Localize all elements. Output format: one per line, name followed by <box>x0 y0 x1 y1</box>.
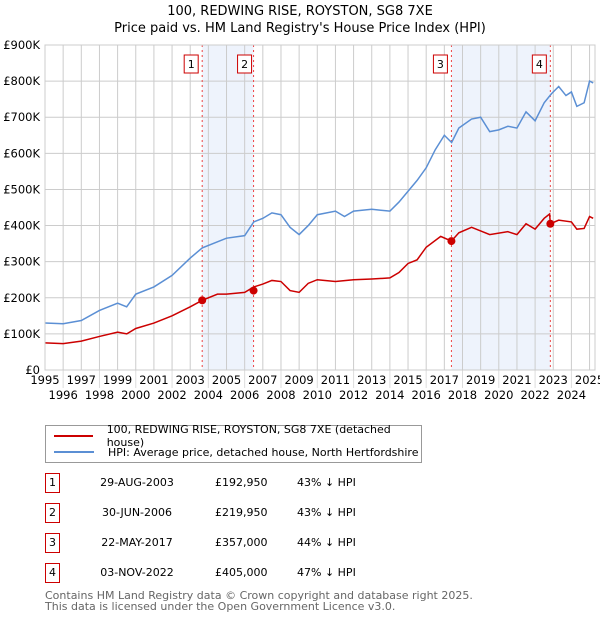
y-tick-label: £200K <box>3 291 40 305</box>
footer-copyright: Contains HM Land Registry data © Crown c… <box>45 589 473 602</box>
sale-price: £357,000 <box>215 536 268 549</box>
sale-row: 1 29-AUG-2003 £192,950 43% ↓ HPI <box>45 473 445 495</box>
y-tick-label: £400K <box>3 219 40 233</box>
legend-swatch-red <box>54 435 93 437</box>
sale-hpi-diff: 43% ↓ HPI <box>297 476 356 489</box>
sale-label-number: 4 <box>536 58 543 71</box>
sale-hpi-diff: 44% ↓ HPI <box>297 536 356 549</box>
y-tick-label: £300K <box>3 255 40 269</box>
x-tick-label: 2009 <box>284 373 313 387</box>
x-tick-label: 2011 <box>321 373 350 387</box>
sale-number-badge: 3 <box>45 533 60 553</box>
sale-label-box <box>237 54 253 74</box>
sale-row: 3 22-MAY-2017 £357,000 44% ↓ HPI <box>45 533 445 555</box>
sale-point <box>447 237 456 246</box>
sale-label-box <box>531 54 547 74</box>
sale-label-number: 3 <box>437 58 444 71</box>
x-tick-label: 2005 <box>212 373 241 387</box>
x-tick-label: 2021 <box>502 373 531 387</box>
hpi-line <box>44 80 594 325</box>
sale-label-box <box>432 54 448 74</box>
x-tick-label: 2018 <box>448 388 477 402</box>
chart-subtitle: Price paid vs. HM Land Registry's House … <box>114 21 486 36</box>
x-tick-label: 2008 <box>266 388 295 402</box>
sale-hpi-diff: 47% ↓ HPI <box>297 566 356 579</box>
sale-date: 30-JUN-2006 <box>101 506 173 519</box>
legend-item-hpi: HPI: Average price, detached house, Nort… <box>54 444 418 460</box>
footer-licence: This data is licensed under the Open Gov… <box>45 600 396 613</box>
sale-label-number: 1 <box>188 58 195 71</box>
x-tick-label: 2016 <box>412 388 441 402</box>
legend-swatch-blue <box>54 451 94 453</box>
x-tick-label: 1998 <box>85 388 114 402</box>
x-tick-label: 2012 <box>339 388 368 402</box>
sale-hpi-diff: 43% ↓ HPI <box>297 506 356 519</box>
sale-price: £192,950 <box>215 476 268 489</box>
sale-number-badge: 2 <box>45 503 60 523</box>
sale-number-badge: 1 <box>45 473 60 493</box>
x-tick-label: 2025 <box>575 373 600 387</box>
y-tick-label: £500K <box>3 182 40 196</box>
sale-point <box>249 286 258 295</box>
x-tick-label: 2020 <box>484 388 513 402</box>
x-tick-label: 1999 <box>103 373 132 387</box>
x-tick-label: 2004 <box>194 388 223 402</box>
sale-date: 22-MAY-2017 <box>101 536 173 549</box>
property-price-line <box>44 212 594 345</box>
sale-row: 2 30-JUN-2006 £219,950 43% ↓ HPI <box>45 503 445 525</box>
x-tick-label: 2013 <box>357 373 386 387</box>
sale-point <box>546 219 555 228</box>
x-tick-label: 2014 <box>375 388 404 402</box>
x-tick-label: 2001 <box>139 373 168 387</box>
sale-number-badge: 4 <box>45 563 60 583</box>
x-tick-label: 2010 <box>303 388 332 402</box>
shaded-range <box>202 45 254 370</box>
x-tick-label: 2017 <box>430 373 459 387</box>
y-tick-label: £600K <box>3 146 40 160</box>
x-tick-label: 2006 <box>230 388 259 402</box>
legend-label: HPI: Average price, detached house, Nort… <box>108 445 419 459</box>
y-tick-label: £900K <box>3 38 40 52</box>
x-tick-label: 2024 <box>557 388 586 402</box>
sale-date: 03-NOV-2022 <box>100 566 174 579</box>
plot-border <box>44 44 596 371</box>
x-tick-label: 2022 <box>520 388 549 402</box>
y-tick-label: £100K <box>3 327 40 341</box>
x-tick-label: 2015 <box>393 373 422 387</box>
sale-point <box>198 296 207 305</box>
sale-price: £219,950 <box>215 506 268 519</box>
sale-date: 29-AUG-2003 <box>100 476 174 489</box>
y-tick-label: £800K <box>3 74 40 88</box>
x-tick-label: 2007 <box>248 373 277 387</box>
sale-label-number: 2 <box>241 58 248 71</box>
x-tick-label: 2023 <box>539 373 568 387</box>
x-tick-label: 1995 <box>30 373 59 387</box>
y-tick-label: £0 <box>25 363 40 377</box>
chart-title: 100, REDWING RISE, ROYSTON, SG8 7XE <box>167 4 433 19</box>
sale-label-box <box>183 54 199 74</box>
legend-label: 100, REDWING RISE, ROYSTON, SG8 7XE (det… <box>106 423 391 449</box>
x-tick-label: 2003 <box>176 373 205 387</box>
y-tick-label: £700K <box>3 110 40 124</box>
x-tick-label: 1997 <box>67 373 96 387</box>
legend-item-property: 100, REDWING RISE, ROYSTON, SG8 7XE (det… <box>54 423 421 449</box>
x-tick-label: 2002 <box>157 388 186 402</box>
x-tick-label: 1996 <box>49 388 78 402</box>
x-tick-label: 2000 <box>121 388 150 402</box>
legend: 100, REDWING RISE, ROYSTON, SG8 7XE (det… <box>45 423 422 463</box>
sale-price: £405,000 <box>215 566 268 579</box>
chart-plot: 1995199619971998199920002001200220032004… <box>3 38 600 402</box>
sale-row: 4 03-NOV-2022 £405,000 47% ↓ HPI <box>45 563 445 585</box>
x-tick-label: 2019 <box>466 373 495 387</box>
shaded-range <box>451 45 551 370</box>
